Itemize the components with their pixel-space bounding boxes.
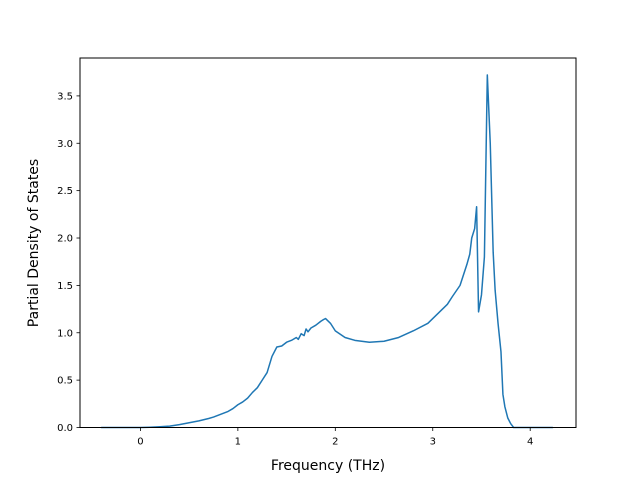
y-tick-label: 3.0 [57,139,73,150]
data-point [500,351,501,352]
y-tick-label: 3.5 [57,91,73,102]
data-point [310,327,311,328]
data-point [344,337,345,338]
x-tick-label: 0 [137,437,143,448]
data-point [354,340,355,341]
data-point [495,290,496,291]
data-point [208,418,209,419]
data-point [398,337,399,338]
data-point [218,415,219,416]
data-point [484,256,485,257]
data-point [466,264,467,265]
plot-frame [79,57,577,428]
data-point [252,392,253,393]
data-point [169,425,170,426]
x-tick-label: 3 [430,437,436,448]
data-point [228,411,229,412]
data-point [307,331,308,332]
data-point [471,237,472,238]
y-tick-label: 0.0 [57,423,73,434]
data-point [447,304,448,305]
data-point [487,74,488,75]
data-point [237,404,238,405]
data-point [198,420,199,421]
y-tick-label: 1.5 [57,281,73,292]
data-point [493,252,494,253]
data-point [383,341,384,342]
data-point [281,345,282,346]
y-tick-label: 0.5 [57,376,73,387]
data-point [247,398,248,399]
data-point [262,380,263,381]
data-point [325,318,326,319]
data-point [369,342,370,343]
data-point [502,394,503,395]
data-point [507,417,508,418]
data-point [490,143,491,144]
data-point [459,285,460,286]
data-point [298,339,299,340]
series-line [100,74,554,429]
data-point [296,337,297,338]
data-point [213,416,214,417]
y-axis-label: Partial Density of States [26,159,42,327]
series-layer [100,74,554,429]
data-point [335,330,336,331]
data-point [242,401,243,402]
data-point [291,340,292,341]
data-point [320,321,321,322]
y-tick-label: 2.5 [57,186,73,197]
data-point [286,342,287,343]
data-point [301,333,302,334]
y-tick-label: 1.0 [57,328,73,339]
data-point [413,330,414,331]
data-point [427,323,428,324]
x-tick-label: 4 [527,437,533,448]
data-point [304,335,305,336]
data-point [223,413,224,414]
data-point [276,346,277,347]
data-point [266,372,267,373]
data-point [452,296,453,297]
data-point [469,254,470,255]
x-tick-label: 2 [332,437,338,448]
data-point [189,422,190,423]
data-point [271,356,272,357]
x-axis-label: Frequency (THz) [271,458,385,474]
data-point [305,328,306,329]
data-point [476,206,477,207]
data-point [474,228,475,229]
data-point [437,313,438,314]
data-point [232,408,233,409]
data-point [504,406,505,407]
data-point [481,294,482,295]
data-point [330,323,331,324]
y-axis-ticks: 0.0 0.5 1.0 1.5 2.0 2.5 3.0 3.5 [57,91,80,434]
data-point [315,325,316,326]
y-tick-label: 2.0 [57,234,73,245]
x-axis-ticks: 0 1 2 3 4 [137,427,533,448]
data-point [179,424,180,425]
data-point [323,319,324,320]
x-tick-label: 1 [235,437,241,448]
data-point [257,387,258,388]
data-point [497,323,498,324]
data-point [478,311,479,312]
data-point [510,423,511,424]
